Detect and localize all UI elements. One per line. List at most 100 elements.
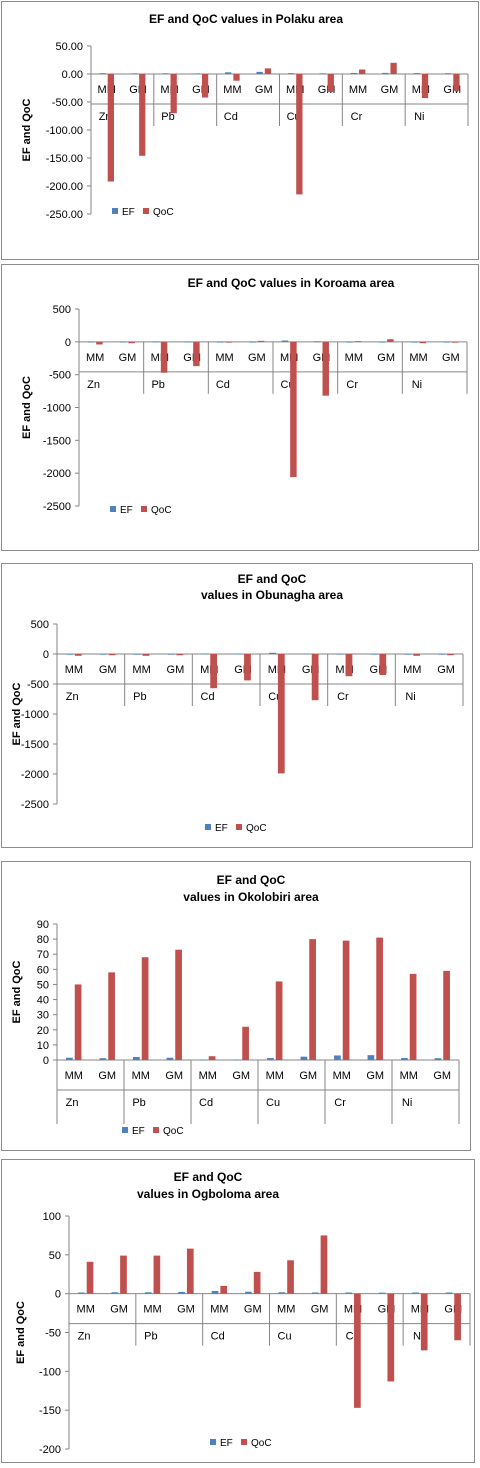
chart-title: values in Obunagha area [201, 588, 343, 602]
bar-qoc-pb-mm [170, 74, 177, 114]
group-label-pb: Pb [144, 1331, 157, 1343]
bar-qoc-cd-gm [264, 68, 272, 74]
group-label-cd: Cd [199, 1097, 213, 1109]
subcategory-label: GM [165, 1070, 183, 1082]
y-axis-label: EF and QoC [11, 960, 23, 1023]
subcategory-label: MM [215, 352, 233, 364]
subcategory-label: GM [255, 84, 273, 96]
bar-ef-cu-gm [302, 653, 310, 655]
legend-label-ef: EF [120, 505, 133, 516]
subcategory-label: GM [311, 1304, 329, 1316]
bar-qoc-ni-gm [451, 341, 459, 343]
y-tick-label: 50 [37, 979, 49, 991]
bar-ef-zn-gm [130, 73, 138, 75]
subcategory-label: MM [333, 1070, 351, 1082]
group-label-cd: Cd [224, 111, 238, 123]
bar-qoc-cu-gm [309, 939, 316, 1060]
bar-ef-cd-mm [200, 1059, 207, 1061]
group-label-ni: Ni [405, 691, 415, 703]
chart-title: EF and QoC [174, 1170, 243, 1184]
bar-qoc-cd-gm [244, 654, 251, 681]
bar-ef-pb-mm [133, 1056, 140, 1060]
bar-ef-ni-mm [412, 1292, 419, 1294]
subcategory-label: MM [77, 1304, 95, 1316]
bar-ef-cr-mm [350, 72, 358, 74]
group-label-cd: Cd [211, 1331, 225, 1343]
group-label-ni: Ni [413, 1331, 423, 1343]
bar-ef-cr-gm [367, 1055, 375, 1060]
bar-ef-pb-mm [152, 341, 159, 343]
subcategory-label: MM [132, 1070, 150, 1082]
legend-label-qoc: QoC [251, 1438, 272, 1449]
bar-qoc-pb-mm [141, 957, 149, 1060]
y-tick-label: -200 [39, 1444, 61, 1456]
chart-title: values in Okolobiri area [183, 890, 319, 904]
bar-qoc-ni-mm [419, 341, 426, 344]
bar-qoc-zn-mm [86, 1261, 94, 1294]
legend-swatch-ef [110, 506, 116, 512]
subcategory-label: MM [132, 664, 150, 676]
bar-qoc-cr-gm [379, 654, 387, 675]
group-label-ni: Ni [402, 1097, 412, 1109]
y-tick-label: 100 [43, 1211, 61, 1223]
chart-title: values in Ogboloma area [137, 1187, 279, 1201]
bar-qoc-pb-gm [176, 654, 184, 656]
y-tick-label: -500 [49, 370, 71, 382]
bar-ef-pb-mm [162, 73, 169, 75]
legend-swatch-qoc [141, 506, 147, 512]
y-tick-label: 500 [31, 619, 49, 631]
bar-ef-cd-gm [245, 1291, 252, 1294]
bar-ef-pb-mm [144, 1292, 152, 1294]
bar-ef-cu-mm [278, 1292, 286, 1294]
group-label-zn: Zn [66, 691, 79, 703]
bar-ef-cu-gm [311, 1292, 319, 1294]
y-tick-label: 70 [37, 949, 49, 961]
legend-swatch-qoc [241, 1439, 247, 1445]
group-label-pb: Pb [151, 379, 164, 391]
chart-polaku: EF and QoC values in Polaku area EF and Q… [21, 12, 469, 221]
bar-ef-cr-mm [336, 653, 344, 655]
chart-title: EF and QoC values in Polaku area [149, 12, 343, 26]
subcategory-label: GM [366, 1070, 384, 1082]
group-label-cd: Cd [216, 379, 230, 391]
bar-qoc-cd-mm [233, 74, 240, 81]
legend-label-qoc: QoC [163, 1126, 184, 1137]
bar-ef-pb-gm [166, 1057, 174, 1060]
subcategory-label: MM [277, 1304, 295, 1316]
bar-ef-zn-mm [87, 341, 95, 343]
bar-qoc-cu-mm [277, 654, 285, 774]
legend-swatch-ef [210, 1439, 216, 1445]
bar-ef-cr-gm [382, 72, 389, 74]
bar-qoc-cd-mm [210, 654, 218, 689]
subcategory-label: MM [223, 84, 241, 96]
y-axis-label: EF and QoC [11, 682, 23, 745]
legend-label-qoc: QoC [153, 207, 174, 218]
bar-qoc-pb-mm [142, 654, 150, 656]
chart-panel-polaku: EF and QoC values in Polaku area EF and Q… [1, 1, 479, 260]
subcategory-label: GM [119, 352, 137, 364]
bar-ef-cr-mm [334, 1055, 341, 1060]
y-tick-label: -1000 [43, 403, 71, 415]
bar-qoc-ni-gm [454, 1293, 461, 1341]
group-label-pb: Pb [132, 1097, 145, 1109]
bar-qoc-pb-gm [186, 1248, 194, 1294]
bar-ef-pb-gm [167, 653, 175, 655]
subcategory-label: GM [248, 352, 266, 364]
y-tick-label: 500 [53, 304, 71, 316]
y-tick-label: 50 [49, 1250, 61, 1262]
chart-panel-ogboloma: EF and QoC values in Ogboloma area EF and … [1, 1159, 475, 1463]
bar-qoc-cr-mm [345, 654, 353, 677]
group-label-ni: Ni [414, 111, 424, 123]
bar-ef-cd-gm [256, 71, 263, 74]
subcategory-label: MM [349, 84, 367, 96]
y-tick-label: -100.00 [46, 125, 83, 137]
bar-qoc-ni-mm [421, 74, 429, 99]
bar-ef-cu-mm [267, 1058, 274, 1060]
bar-ef-zn-mm [78, 1292, 85, 1294]
bar-qoc-cd-gm [253, 1271, 261, 1294]
y-tick-label: -2000 [21, 769, 49, 781]
subcategory-label: GM [167, 664, 185, 676]
bar-qoc-ni-mm [413, 654, 421, 656]
bar-ef-cr-mm [345, 1292, 353, 1294]
y-tick-label: -500 [27, 679, 49, 691]
